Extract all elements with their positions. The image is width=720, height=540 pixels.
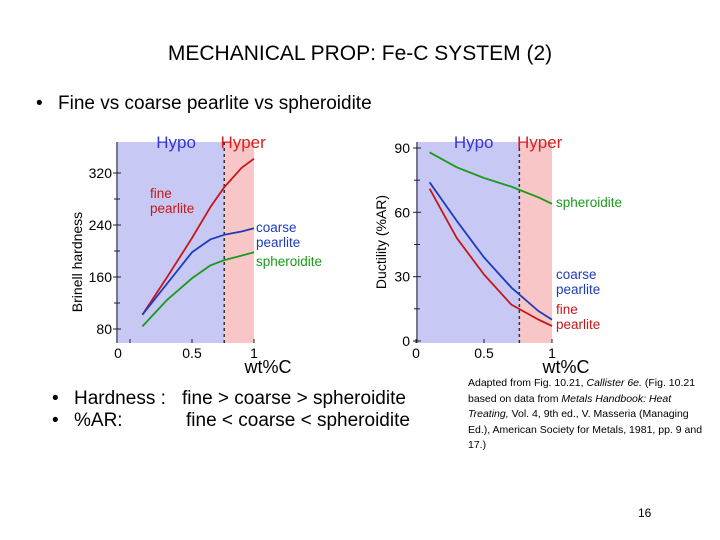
page-number: 16 [638,506,652,520]
ductility-hypo-label: Hypo [454,133,494,152]
bullet-hardness-label: Hardness : [74,388,166,409]
ductility-series-coarse-pearlite [428,181,553,321]
hardness-y-label: Brinell hardness [69,212,85,312]
hardness-label-coarse-pearlite: coarse [256,220,297,235]
caption-source: (Fig. 10.21 based on data from [468,377,696,405]
ductility-label-fine-pearlite: pearlite [556,317,600,332]
ductility-label-coarse-pearlite: pearlite [556,282,600,297]
hardness-y-tick-label: 160 [89,269,113,285]
hardness-label-fine-pearlite: pearlite [150,201,194,216]
hardness-x-tick-label: 0 [114,345,122,361]
figure-caption: Adapted from Fig. 10.21, Callister 6e. (… [468,376,713,454]
caption-book: Callister 6e. [586,377,642,389]
ductility-y-tick-label: 0 [402,333,410,349]
hardness-y-tick-label: 240 [89,217,113,233]
bullet-ar: • %AR: fine < coarse < spheroidite [52,410,410,432]
ductility-series-spheroidite [429,151,553,205]
hardness-x-label: wt%C [243,357,291,377]
ductility-y-tick-label: 60 [394,204,410,220]
caption-details: Vol. 4, 9th ed., V. Masseria (Managing E… [468,408,703,451]
slide-title: MECHANICAL PROP: Fe-C SYSTEM (2) [167,42,553,65]
hardness-y-tick-label: 80 [96,321,112,337]
hardness-label-spheroidite: spheroidite [256,254,322,269]
ductility-label-fine-pearlite: fine [556,302,578,317]
bullet-top-text: Fine vs coarse pearlite vs spheroidite [58,93,372,114]
bullet-hardness: • Hardness : fine > coarse > spheroidite [52,388,406,410]
ductility-hypo-region [416,142,520,343]
hardness-label-fine-pearlite: fine [150,186,172,201]
ductility-label-spheroidite: spheroidite [556,195,622,210]
hardness-series-coarse-pearlite [141,227,255,316]
bullet-hardness-text: fine > coarse > spheroidite [182,388,406,409]
bullet-dot: • [36,93,43,114]
bullet-dot: • [52,388,59,409]
ductility-x-tick-label: 0.5 [474,345,494,361]
ductility-label-coarse-pearlite: coarse [556,267,597,282]
bullet-dot: • [52,410,59,431]
ductility-series-fine-pearlite [428,188,553,327]
hardness-label-coarse-pearlite: pearlite [256,235,300,250]
hardness-y-tick-label: 320 [89,165,113,181]
hardness-series-spheroidite [141,251,255,328]
hardness-x-tick-label: 0.5 [182,345,202,361]
ductility-y-label: Ductility (%AR) [373,195,389,289]
ductility-y-tick-label: 30 [394,269,410,285]
ductility-hyper-region [519,142,552,343]
bullet-ar-text: fine < coarse < spheroidite [186,410,410,431]
ductility-x-tick-label: 0 [412,345,420,361]
hardness-hypo-label: Hypo [156,133,196,152]
caption-prefix: Adapted from Fig. 10.21, [468,377,587,389]
hardness-series-fine-pearlite [141,157,255,316]
bullet-ar-label: %AR: [74,410,123,431]
bullet-top: • Fine vs coarse pearlite vs spheroidite [36,93,372,115]
hardness-x-tick-label: 1 [250,345,258,361]
ductility-x-tick-label: 1 [548,345,556,361]
hardness-hyper-region [224,142,254,343]
hardness-hyper-label: Hyper [220,133,266,152]
ductility-y-tick-label: 90 [394,140,410,156]
ductility-x-label: wt%C [541,357,589,377]
caption-handbook: Metals Handbook: Heat Treating, [468,392,672,421]
ductility-hyper-label: Hyper [517,133,563,152]
hardness-hypo-region [116,142,225,343]
